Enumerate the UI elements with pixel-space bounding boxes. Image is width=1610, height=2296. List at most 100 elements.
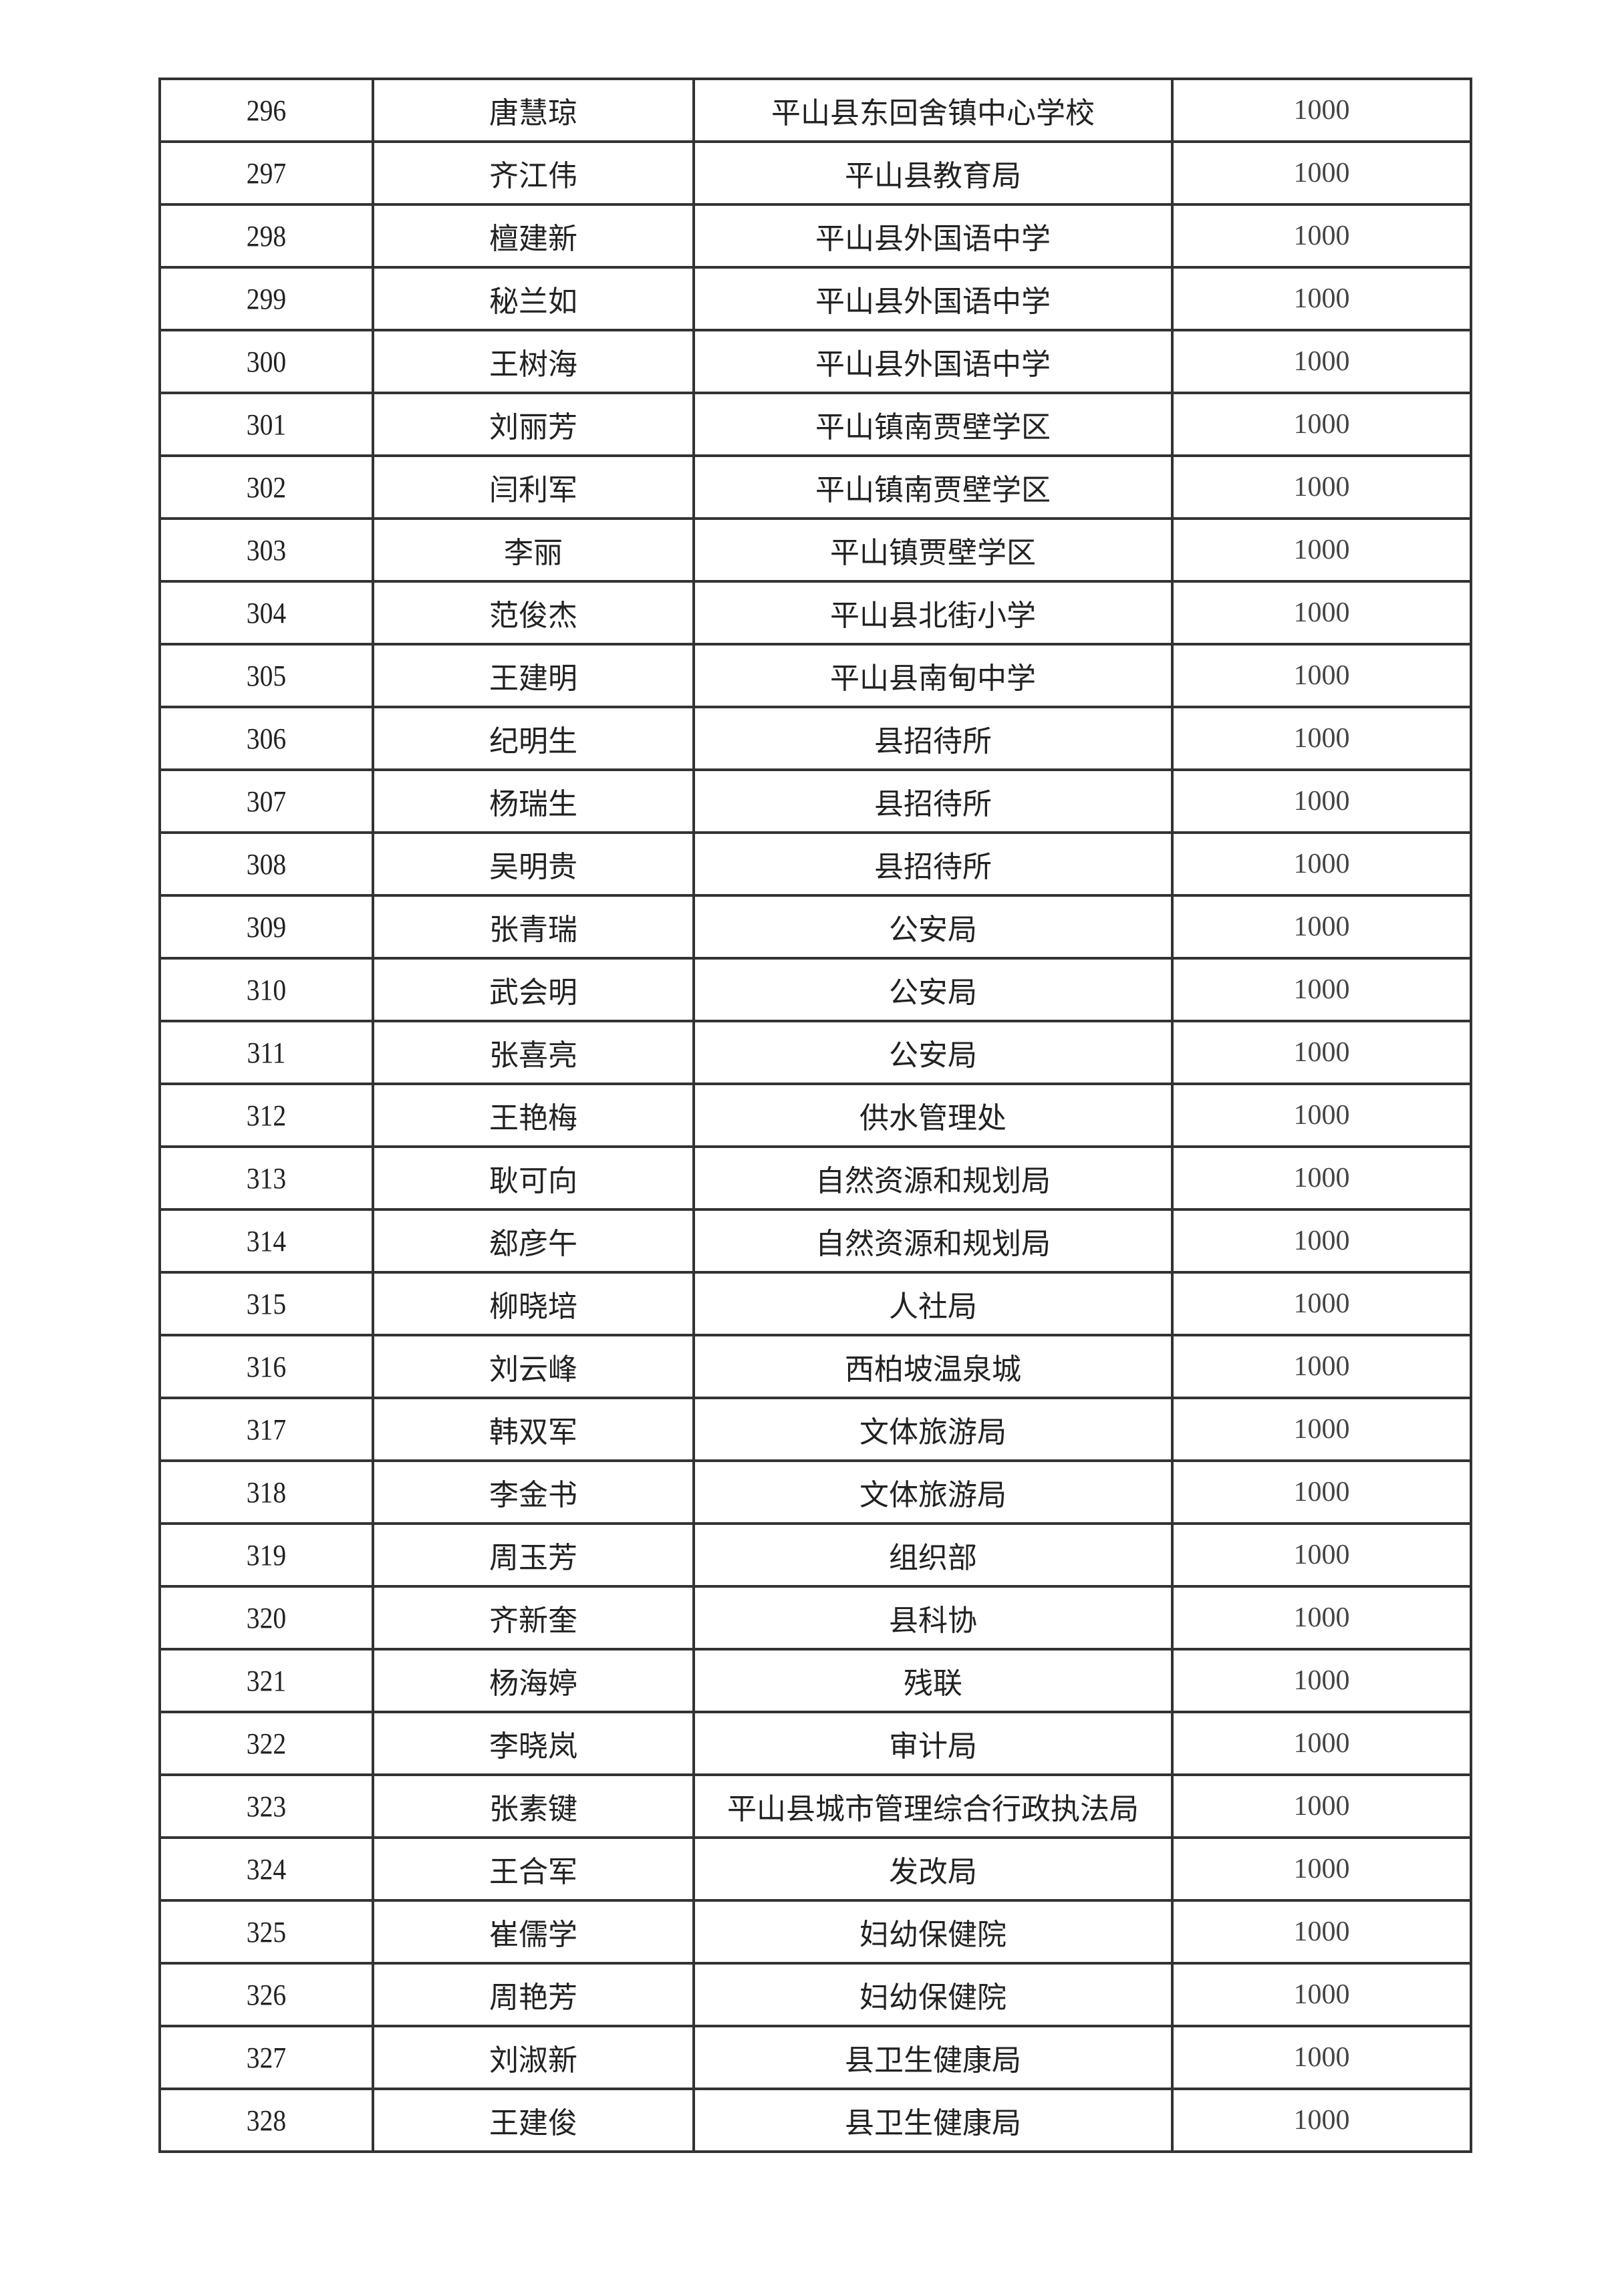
table-row: 301 刘丽芳 平山镇南贾壁学区 1000: [160, 392, 1472, 457]
work-unit: 平山镇南贾壁学区: [692, 454, 1174, 520]
table-row: 320 齐新奎 县科协 1000: [160, 1585, 1472, 1651]
table-row: 312 王艳梅 供水管理处 1000: [160, 1083, 1472, 1148]
row-number: 305: [169, 643, 364, 708]
person-name: 王建明: [372, 643, 695, 708]
row-number: 308: [169, 831, 364, 897]
person-name: 杨海婷: [372, 1648, 695, 1713]
amount: 1000: [1171, 894, 1472, 960]
row-number: 299: [169, 266, 364, 331]
row-number: 306: [169, 706, 364, 771]
row-number: 307: [169, 768, 364, 834]
table-row: 322 李晓岚 审计局 1000: [160, 1711, 1472, 1776]
table-row: 309 张青瑞 公安局 1000: [160, 894, 1472, 960]
table-row: 315 柳晓培 人社局 1000: [160, 1271, 1472, 1336]
amount: 1000: [1171, 1711, 1472, 1776]
row-number: 322: [169, 1711, 364, 1776]
person-name: 王合军: [372, 1836, 695, 1902]
person-name: 韩双军: [372, 1397, 695, 1462]
row-number: 320: [169, 1585, 364, 1651]
amount: 1000: [1171, 1208, 1472, 1274]
work-unit: 县招待所: [692, 706, 1174, 771]
work-unit: 公安局: [692, 1020, 1174, 1085]
amount: 1000: [1171, 831, 1472, 897]
row-number: 318: [169, 1459, 364, 1525]
amount: 1000: [1171, 1020, 1472, 1085]
table-row: 310 武会明 公安局 1000: [160, 957, 1472, 1022]
work-unit: 平山县外国语中学: [692, 203, 1174, 269]
person-name: 刘云峰: [372, 1334, 695, 1399]
table-row: 305 王建明 平山县南甸中学 1000: [160, 643, 1472, 708]
person-name: 周玉芳: [372, 1522, 695, 1588]
work-unit: 公安局: [692, 894, 1174, 960]
roster-body: 296 唐慧琼 平山县东回舍镇中心学校 1000 297 齐江伟 平山县教育局 1000 298…: [160, 78, 1472, 2153]
work-unit: 县招待所: [692, 768, 1174, 834]
table-row: 304 范俊杰 平山县北街小学 1000: [160, 580, 1472, 645]
person-name: 齐新奎: [372, 1585, 695, 1651]
person-name: 耿可向: [372, 1145, 695, 1211]
row-number: 325: [169, 1899, 364, 1965]
work-unit: 自然资源和规划局: [692, 1208, 1174, 1274]
work-unit: 平山县教育局: [692, 140, 1174, 206]
amount: 1000: [1171, 392, 1472, 457]
table-row: 326 周艳芳 妇幼保健院 1000: [160, 1962, 1472, 2027]
person-name: 李丽: [372, 517, 695, 583]
row-number: 303: [169, 517, 364, 583]
work-unit: 县招待所: [692, 831, 1174, 897]
table-row: 298 檀建新 平山县外国语中学 1000: [160, 203, 1472, 269]
table-row: 307 杨瑞生 县招待所 1000: [160, 768, 1472, 834]
row-number: 309: [169, 894, 364, 960]
person-name: 张素键: [372, 1773, 695, 1839]
person-name: 李晓岚: [372, 1711, 695, 1776]
table-row: 308 吴明贵 县招待所 1000: [160, 831, 1472, 897]
table-row: 317 韩双军 文体旅游局 1000: [160, 1397, 1472, 1462]
person-name: 郄彦午: [372, 1208, 695, 1274]
amount: 1000: [1171, 517, 1472, 583]
table-row: 302 闫利军 平山镇南贾壁学区 1000: [160, 454, 1472, 520]
table-row: 324 王合军 发改局 1000: [160, 1836, 1472, 1902]
row-number: 313: [169, 1145, 364, 1211]
row-number: 298: [169, 203, 364, 269]
work-unit: 平山县北街小学: [692, 580, 1174, 645]
work-unit: 平山镇贾壁学区: [692, 517, 1174, 583]
work-unit: 县科协: [692, 1585, 1174, 1651]
table-row: 314 郄彦午 自然资源和规划局 1000: [160, 1208, 1472, 1274]
row-number: 301: [169, 392, 364, 457]
person-name: 王建俊: [372, 2088, 695, 2153]
person-name: 齐江伟: [372, 140, 695, 206]
work-unit: 平山县外国语中学: [692, 329, 1174, 394]
amount: 1000: [1171, 1585, 1472, 1651]
person-name: 崔儒学: [372, 1899, 695, 1965]
row-number: 296: [169, 78, 364, 143]
amount: 1000: [1171, 1271, 1472, 1336]
person-name: 刘淑新: [372, 2025, 695, 2090]
amount: 1000: [1171, 78, 1472, 143]
table-row: 323 张素键 平山县城市管理综合行政执法局 1000: [160, 1773, 1472, 1839]
work-unit: 平山县外国语中学: [692, 266, 1174, 331]
person-name: 张喜亮: [372, 1020, 695, 1085]
table-row: 319 周玉芳 组织部 1000: [160, 1522, 1472, 1588]
table-row: 318 李金书 文体旅游局 1000: [160, 1459, 1472, 1525]
work-unit: 组织部: [692, 1522, 1174, 1588]
row-number: 321: [169, 1648, 364, 1713]
amount: 1000: [1171, 1083, 1472, 1148]
row-number: 302: [169, 454, 364, 520]
amount: 1000: [1171, 2088, 1472, 2153]
person-name: 张青瑞: [372, 894, 695, 960]
row-number: 297: [169, 140, 364, 206]
work-unit: 文体旅游局: [692, 1459, 1174, 1525]
amount: 1000: [1171, 140, 1472, 206]
table-row: 325 崔儒学 妇幼保健院 1000: [160, 1899, 1472, 1965]
amount: 1000: [1171, 1648, 1472, 1713]
amount: 1000: [1171, 768, 1472, 834]
person-name: 周艳芳: [372, 1962, 695, 2027]
person-name: 秘兰如: [372, 266, 695, 331]
amount: 1000: [1171, 203, 1472, 269]
work-unit: 平山县东回舍镇中心学校: [692, 78, 1174, 143]
row-number: 310: [169, 957, 364, 1022]
table-row: 328 王建俊 县卫生健康局 1000: [160, 2088, 1472, 2153]
work-unit: 供水管理处: [692, 1083, 1174, 1148]
amount: 1000: [1171, 1773, 1472, 1839]
table-row: 321 杨海婷 残联 1000: [160, 1648, 1472, 1713]
table-row: 327 刘淑新 县卫生健康局 1000: [160, 2025, 1472, 2090]
work-unit: 县卫生健康局: [692, 2088, 1174, 2153]
